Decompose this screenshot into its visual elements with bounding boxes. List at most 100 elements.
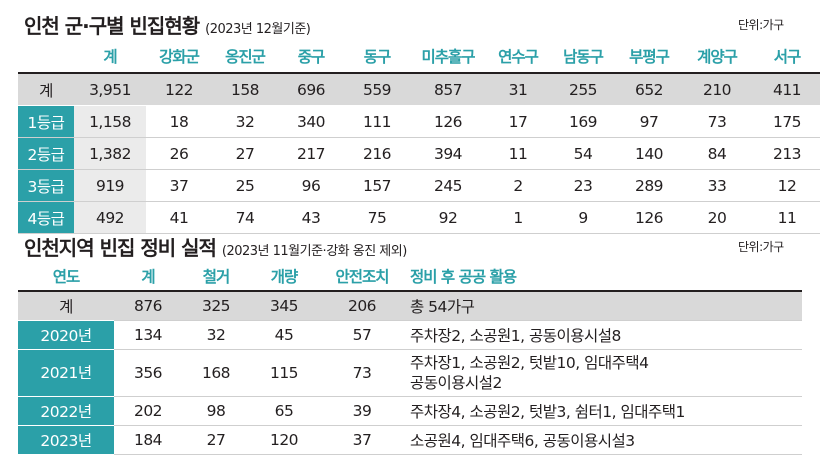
column-header: 서구 (773, 48, 802, 66)
table-row: 4등급 492 41 74 43 75 92 1 9 126 20 11 (18, 201, 820, 234)
table-cell: 27 (182, 425, 250, 455)
table-cell: 175 (752, 105, 820, 138)
table-cell: 18 (146, 105, 212, 138)
table-cell: 75 (344, 201, 410, 234)
table-cell: 25 (212, 169, 278, 202)
table-cell: 27 (212, 137, 278, 170)
row-label: 계 (18, 290, 114, 321)
table-cell: 289 (616, 169, 682, 202)
column-header: 철거 (202, 268, 231, 286)
table-row: 2023년 184 27 120 37 소공원4, 임대주택6, 공동이용시설3 (18, 425, 802, 455)
column-header: 계 (141, 268, 155, 286)
row-label: 계 (18, 72, 74, 106)
public-use-note: 주차장1, 소공원2, 텃밭10, 임대주택4 공동이용시설2 (406, 349, 802, 397)
table-cell: 140 (616, 137, 682, 170)
public-use-note: 총 54가구 (406, 290, 802, 321)
table-cell: 1,382 (74, 137, 146, 170)
column-header: 강화군 (159, 48, 200, 66)
table-cell: 255 (550, 72, 616, 106)
section1-unit: 단위:가구 (738, 18, 784, 32)
public-use-note-line2: 공동이용시설2 (410, 374, 502, 392)
table-row: 2등급 1,382 26 27 217 216 394 11 54 140 84… (18, 137, 820, 170)
table-cell: 73 (318, 349, 406, 397)
column-header: 계양구 (697, 48, 738, 66)
row-label: 2021년 (18, 349, 114, 397)
section2-subtitle: (2023년 11월기준·강화 옹진 제외) (221, 244, 407, 259)
column-header: 동구 (363, 48, 392, 66)
table-cell: 210 (682, 72, 752, 106)
table-cell: 26 (146, 137, 212, 170)
table-cell: 32 (212, 105, 278, 138)
table-cell: 31 (486, 72, 550, 106)
table-cell: 33 (682, 169, 752, 202)
table-cell: 206 (318, 290, 406, 321)
table-cell: 168 (182, 349, 250, 397)
table-cell: 115 (250, 349, 318, 397)
row-label: 4등급 (18, 201, 74, 234)
section1-title-block: 인천 군·구별 빈집현황 (2023년 12월기준) (24, 10, 311, 39)
public-use-note: 주차장2, 소공원1, 공동이용시설8 (406, 320, 802, 350)
table-cell: 857 (410, 72, 486, 106)
table-cell: 32 (182, 320, 250, 350)
table-cell: 41 (146, 201, 212, 234)
table-cell: 122 (146, 72, 212, 106)
maintenance-results-table: 연도 계 철거 개량 안전조치 정비 후 공공 활용 계 876 325 345… (18, 262, 802, 455)
table-cell: 43 (278, 201, 344, 234)
public-use-note-line1: 주차장1, 소공원2, 텃밭10, 임대주택4 (410, 354, 649, 372)
vacant-house-status-table: 계 강화군 옹진군 중구 동구 미추홀구 연수구 남동구 부평구 계양구 서구 … (18, 40, 820, 234)
table-cell: 1,158 (74, 105, 146, 138)
table-cell: 9 (550, 201, 616, 234)
table-cell: 39 (318, 396, 406, 426)
column-header: 미추홀구 (421, 48, 475, 66)
table-cell: 65 (250, 396, 318, 426)
table-cell: 3,951 (74, 72, 146, 106)
table-cell: 1 (486, 201, 550, 234)
table-cell: 37 (146, 169, 212, 202)
table-cell: 134 (114, 320, 182, 350)
table-cell: 92 (410, 201, 486, 234)
table-cell: 158 (212, 72, 278, 106)
table-header-row: 계 강화군 옹진군 중구 동구 미추홀구 연수구 남동구 부평구 계양구 서구 (18, 40, 820, 73)
table-row-total: 계 3,951 122 158 696 559 857 31 255 652 2… (18, 72, 820, 106)
table-cell: 202 (114, 396, 182, 426)
public-use-note: 소공원4, 임대주택6, 공동이용시설3 (406, 425, 802, 455)
table-cell: 98 (182, 396, 250, 426)
table-cell: 126 (410, 105, 486, 138)
table-cell: 652 (616, 72, 682, 106)
row-label: 3등급 (18, 169, 74, 202)
table-row: 3등급 919 37 25 96 157 245 2 23 289 33 12 (18, 169, 820, 202)
table-cell: 17 (486, 105, 550, 138)
column-header: 안전조치 (335, 268, 389, 286)
table-row-total: 계 876 325 345 206 총 54가구 (18, 290, 802, 321)
table-cell: 394 (410, 137, 486, 170)
row-label: 1등급 (18, 105, 74, 138)
section2-unit: 단위:가구 (738, 240, 784, 254)
table-cell: 126 (616, 201, 682, 234)
table-cell: 84 (682, 137, 752, 170)
table-cell: 11 (486, 137, 550, 170)
column-header: 부평구 (629, 48, 670, 66)
table-row: 1등급 1,158 18 32 340 111 126 17 169 97 73… (18, 105, 820, 138)
table-cell: 74 (212, 201, 278, 234)
table-row: 2020년 134 32 45 57 주차장2, 소공원1, 공동이용시설8 (18, 320, 802, 350)
table-cell: 2 (486, 169, 550, 202)
table-header-row: 연도 계 철거 개량 안전조치 정비 후 공공 활용 (18, 262, 802, 291)
table-cell: 45 (250, 320, 318, 350)
column-header: 중구 (297, 48, 326, 66)
column-header: 정비 후 공공 활용 (410, 268, 517, 286)
column-header: 남동구 (563, 48, 604, 66)
table-cell: 54 (550, 137, 616, 170)
table-cell: 245 (410, 169, 486, 202)
table-cell: 325 (182, 290, 250, 321)
table-cell: 37 (318, 425, 406, 455)
table-cell: 96 (278, 169, 344, 202)
corner-cell (18, 40, 74, 73)
row-label: 2023년 (18, 425, 114, 455)
table-cell: 216 (344, 137, 410, 170)
table-cell: 411 (752, 72, 820, 106)
public-use-note: 주차장4, 소공원2, 텃밭3, 쉼터1, 임대주택1 (406, 396, 802, 426)
table-cell: 169 (550, 105, 616, 138)
table-cell: 57 (318, 320, 406, 350)
table-cell: 559 (344, 72, 410, 106)
row-label: 2등급 (18, 137, 74, 170)
